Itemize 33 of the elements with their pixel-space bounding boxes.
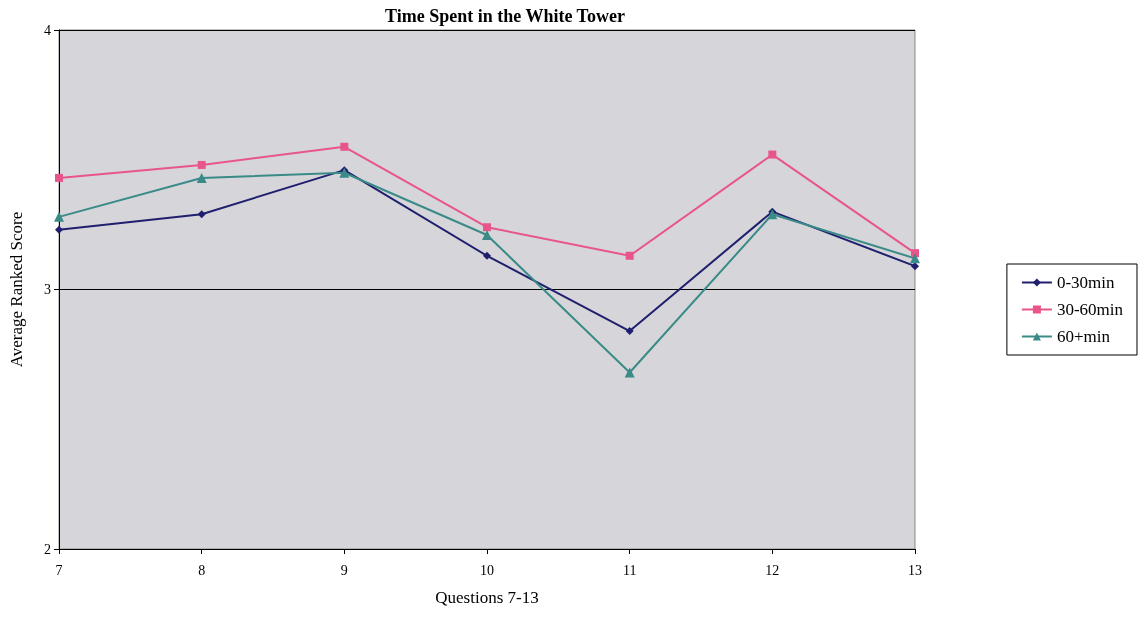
x-tick-label: 8 xyxy=(198,562,206,578)
point xyxy=(911,262,919,271)
point xyxy=(196,172,207,183)
legend-label: 30-60min xyxy=(1056,300,1124,319)
y-tick-label: 4 xyxy=(44,22,51,38)
y-tick-label: 3 xyxy=(44,282,51,297)
legend-label: 0-30min xyxy=(1056,273,1115,292)
legend-label: 60+min xyxy=(1056,327,1111,346)
x-tick-label: 11 xyxy=(622,562,637,578)
x-tick-label: 13 xyxy=(908,562,922,578)
x-axis-title: Questions 7-13 xyxy=(435,588,539,607)
point xyxy=(625,327,634,336)
chart-title: Time Spent in the White Tower xyxy=(385,6,625,26)
point xyxy=(624,367,635,378)
x-tick-label: 12 xyxy=(765,562,780,578)
point xyxy=(55,173,63,182)
point xyxy=(340,142,349,151)
point xyxy=(54,211,64,222)
point xyxy=(625,251,634,260)
point xyxy=(767,209,778,220)
x-tick-label: 7 xyxy=(55,562,63,578)
point xyxy=(55,225,63,234)
y-tick-label: 2 xyxy=(44,541,51,557)
point xyxy=(197,160,206,169)
point xyxy=(910,253,920,264)
x-tick-label: 9 xyxy=(340,562,348,578)
point xyxy=(197,210,206,219)
point xyxy=(768,150,777,159)
point xyxy=(483,223,491,232)
x-tick-label: 10 xyxy=(480,562,494,578)
y-axis-title: Average Ranked Score xyxy=(7,211,26,368)
point xyxy=(483,251,491,260)
point xyxy=(482,230,492,241)
